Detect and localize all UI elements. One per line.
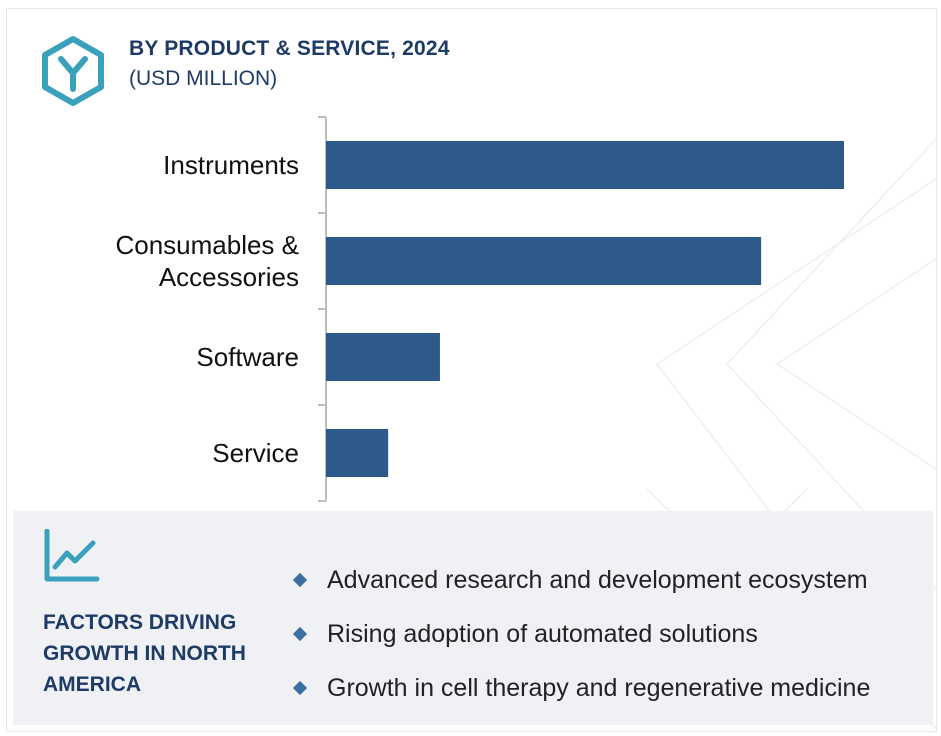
factor-text: Advanced research and development ecosys… (327, 565, 868, 594)
category-label: Software (196, 342, 299, 372)
factor-text: Rising adoption of automated solutions (327, 619, 758, 648)
diamond-bullet-icon (292, 572, 308, 588)
chart-subtitle: (USD MILLION) (129, 67, 278, 90)
bar (326, 141, 844, 189)
diamond-bullet-icon (292, 626, 308, 642)
category-label: Service (212, 438, 299, 468)
diamond-bullet-icon (292, 680, 308, 696)
category-label: Consumables & Accessories (115, 230, 299, 292)
infographic-card: BY PRODUCT & SERVICE, 2024 (USD MILLION)… (6, 8, 937, 732)
factors-list: Advanced research and development ecosys… (291, 553, 870, 715)
category-label: Instruments (163, 150, 299, 180)
chart-title: BY PRODUCT & SERVICE, 2024 (129, 37, 450, 60)
line-chart-trend-icon (44, 529, 100, 582)
factor-text: Growth in cell therapy and regenerative … (327, 673, 871, 702)
factors-panel: FACTORS DRIVING GROWTH IN NORTH AMERICA … (13, 511, 933, 725)
hexagon-y-logo-icon (42, 36, 104, 106)
factor-item: Growth in cell therapy and regenerative … (291, 661, 870, 715)
bar (326, 333, 440, 381)
factor-item: Advanced research and development ecosys… (291, 553, 870, 607)
factor-item: Rising adoption of automated solutions (291, 607, 870, 661)
bar (326, 237, 762, 285)
factors-title: FACTORS DRIVING GROWTH IN NORTH AMERICA (43, 611, 246, 696)
bar-chart: Instruments Consumables & Accessories Softw… (115, 116, 844, 502)
bar (326, 429, 389, 477)
